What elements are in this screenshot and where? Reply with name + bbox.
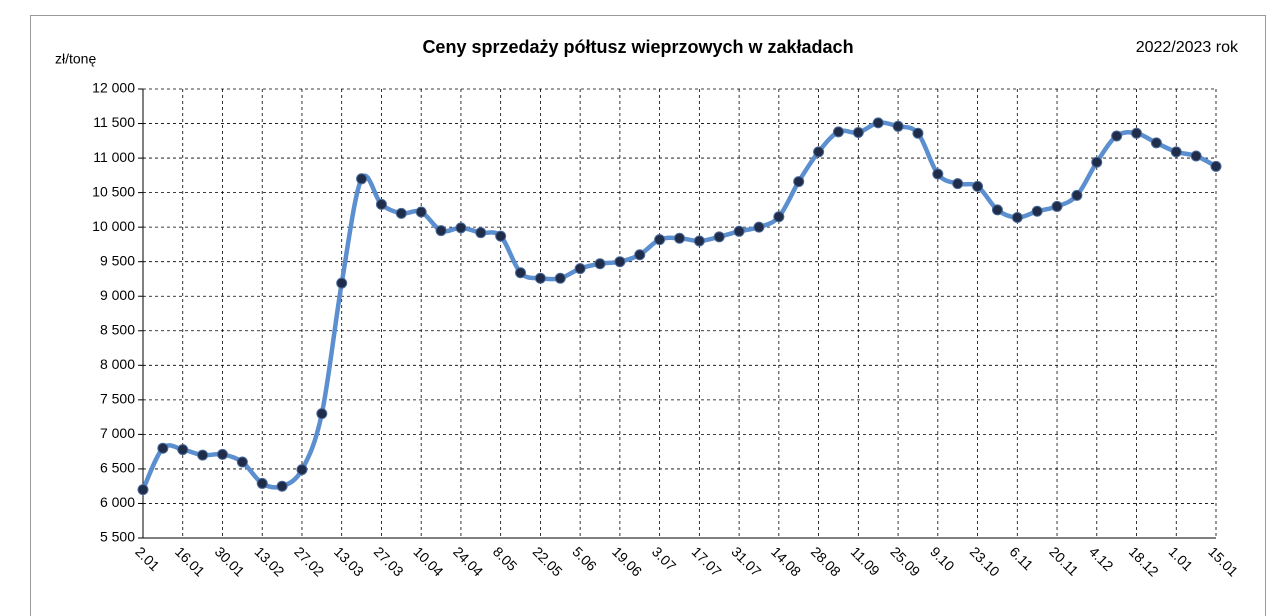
point <box>216 448 228 460</box>
point <box>574 263 586 275</box>
point <box>316 408 328 420</box>
y-tick-label: 11 000 <box>93 149 135 165</box>
point <box>793 176 805 188</box>
point <box>256 477 268 489</box>
point <box>157 442 169 454</box>
point <box>753 221 765 233</box>
point <box>137 484 149 496</box>
chart-subtitle: 2022/2023 rok <box>1136 39 1239 56</box>
point <box>296 464 308 476</box>
y-tick-label: 10 500 <box>92 183 135 199</box>
point <box>693 235 705 247</box>
point <box>177 444 189 456</box>
point <box>972 180 984 192</box>
point <box>892 120 904 132</box>
point <box>1091 156 1103 168</box>
point <box>932 168 944 180</box>
point <box>197 449 209 461</box>
point <box>375 198 387 210</box>
y-tick-label: 5 500 <box>100 529 135 545</box>
point <box>634 249 646 261</box>
point <box>713 231 725 243</box>
y-tick-label: 6 000 <box>100 494 135 510</box>
point <box>1031 205 1043 217</box>
point <box>554 272 566 284</box>
point <box>1170 146 1182 158</box>
point <box>515 267 527 279</box>
y-tick-label: 9 500 <box>100 252 135 268</box>
point <box>475 227 487 239</box>
y-tick-label: 11 500 <box>93 114 135 130</box>
point <box>832 126 844 138</box>
point <box>594 258 606 270</box>
point <box>991 204 1003 216</box>
point <box>1131 127 1143 139</box>
point <box>614 256 626 268</box>
y-axis-label: zł/tonę <box>55 51 96 67</box>
point <box>276 480 288 492</box>
point <box>236 456 248 468</box>
y-tick-label: 8 500 <box>100 321 135 337</box>
y-tick-label: 7 500 <box>100 391 135 407</box>
point <box>1190 150 1202 162</box>
point <box>674 232 685 244</box>
point <box>435 225 447 237</box>
y-tick-label: 12 000 <box>92 80 135 96</box>
point <box>1011 211 1023 223</box>
point <box>654 234 666 246</box>
y-tick-label: 9 000 <box>100 287 135 303</box>
chart-border <box>30 15 1266 616</box>
y-tick-label: 7 000 <box>100 425 135 441</box>
point <box>1210 160 1222 172</box>
point <box>773 211 785 223</box>
point <box>534 272 546 284</box>
point <box>455 222 467 234</box>
point <box>813 146 825 158</box>
point <box>733 225 745 237</box>
point <box>1111 130 1123 142</box>
y-tick-label: 8 000 <box>100 356 135 372</box>
point <box>952 178 964 190</box>
point <box>336 277 348 289</box>
y-tick-label: 10 000 <box>92 218 135 234</box>
point <box>872 117 884 129</box>
point <box>356 173 368 185</box>
point <box>1071 189 1083 201</box>
point <box>912 127 924 139</box>
point <box>1051 200 1063 212</box>
point <box>415 206 427 218</box>
point <box>395 207 407 219</box>
chart-title: Ceny sprzedaży półtusz wieprzowych w zak… <box>422 37 853 57</box>
y-tick-label: 6 500 <box>100 460 135 476</box>
point <box>852 127 864 139</box>
point <box>1150 137 1162 149</box>
point <box>495 230 507 242</box>
